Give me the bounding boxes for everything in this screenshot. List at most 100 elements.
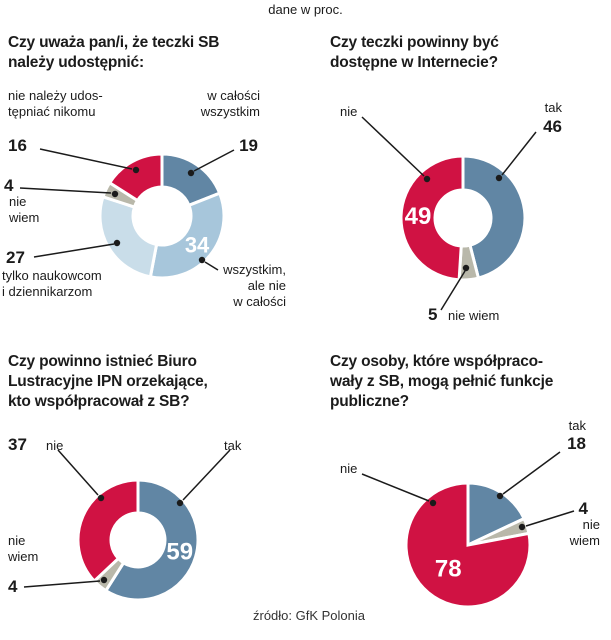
label-dontknow-1: nie wiem: [9, 194, 39, 226]
value-all-full: 19: [239, 136, 258, 155]
label-nobody: nie należy udos- tępniać nikomu: [8, 88, 103, 120]
pie-chart-2: [399, 154, 527, 282]
label-scientists-line2: i dziennikarzom: [2, 284, 93, 299]
pie-slice-tak: [103, 478, 200, 602]
label-dontknow-4-line1: nie: [582, 517, 600, 532]
label-dontknow-3: nie wiem: [8, 533, 38, 565]
label-all-full-line2: wszystkim: [200, 104, 260, 119]
leader-line-no-2: [361, 116, 425, 177]
value-no-3: 37: [8, 435, 27, 454]
question-3-line1: Czy powinno istnieć Biuro: [8, 353, 197, 370]
question-4-line3: publiczne?: [330, 393, 409, 410]
pie-slice-wszystkim-ale-nie-w-całości: [148, 191, 226, 280]
pie-slice-nie: [76, 478, 140, 584]
leader-line-scientists: [33, 243, 115, 258]
label-all-full: w całości wszystkim: [201, 88, 260, 120]
question-1-line2: należy udostępnić:: [8, 54, 144, 71]
value-dontknow-4: 4: [578, 499, 588, 518]
label-no-4: nie: [340, 461, 358, 476]
leader-dot-scientists: [113, 239, 121, 247]
question-1: Czy uważa pan/i, że teczki SB należy udo…: [8, 33, 219, 73]
leader-dot-yes-3: [176, 499, 184, 507]
leader-dot-no-3: [97, 494, 105, 502]
question-4-line2: wały z SB, mogą pełnić funkcje: [330, 373, 554, 390]
value-dontknow-3: 4: [8, 577, 18, 596]
pie-charts: [76, 152, 532, 609]
label-partial-line1: wszystkim,: [223, 262, 286, 277]
label-dontknow-4: nie wiem: [570, 517, 600, 549]
leader-line-all-full: [193, 149, 235, 172]
label-dontknow-3-line1: nie: [8, 533, 26, 548]
subtitle: dane w proc.: [268, 2, 343, 17]
pie-slice-tak: [461, 154, 527, 280]
pie-slice-nie-należy-udostępniać-nikomu: [107, 152, 164, 203]
label-dontknow-1-line2: wiem: [9, 210, 40, 225]
label-dontknow-3-line2: wiem: [8, 549, 39, 564]
question-3-line2: Lustracyjne IPN orzekające,: [8, 373, 208, 390]
leader-dot-dontknow-3: [100, 576, 108, 584]
pie-inside-values: 34 49 59 78: [166, 203, 461, 582]
pie-slice-tylko-naukowcom-i-dziennikarzom: [98, 194, 159, 279]
leader-line-partial: [204, 261, 219, 271]
label-dontknow-2: nie wiem: [448, 308, 500, 323]
label-no-3: nie: [46, 438, 64, 453]
pie-chart-4: [404, 481, 532, 609]
label-dontknow-4-line2: wiem: [569, 533, 600, 548]
pie-inside-value: 34: [185, 233, 210, 258]
leader-line-dontknow-3: [23, 580, 101, 588]
label-yes-3: tak: [224, 438, 242, 453]
question-3: Czy powinno istnieć Biuro Lustracyjne IP…: [8, 352, 208, 412]
leader-line-dontknow-4: [525, 510, 575, 527]
leader-line-yes-4: [502, 451, 561, 495]
leader-dot-dontknow-2: [462, 264, 470, 272]
leader-line-no-4: [361, 473, 430, 502]
pie-slice-nie: [399, 154, 465, 282]
question-1-line1: Czy uważa pan/i, że teczki SB: [8, 34, 220, 51]
label-partial-line3: w całości: [233, 294, 286, 309]
value-scientists: 27: [6, 248, 25, 267]
leader-line-yes-2: [501, 131, 537, 176]
leader-line-no-3: [57, 449, 99, 496]
leader-line-nobody: [39, 148, 133, 170]
leader-dot-partial: [198, 256, 206, 264]
value-nobody: 16: [8, 136, 27, 155]
label-scientists-line1: tylko naukowcom: [2, 268, 102, 283]
label-partial: wszystkim, ale nie w całości: [223, 262, 286, 310]
value-dontknow-1: 4: [4, 176, 14, 195]
question-4: Czy osoby, które współpraco- wały z SB, …: [330, 352, 553, 412]
leader-dot-no-2: [423, 175, 431, 183]
pie-chart-1: [98, 152, 226, 280]
leader-dot-yes-4: [496, 492, 504, 500]
leader-dot-all-full: [187, 169, 195, 177]
label-dontknow-1-line1: nie: [9, 194, 27, 209]
value-yes-2: 46: [543, 117, 562, 136]
value-yes-4: 18: [567, 434, 586, 453]
question-4-line1: Czy osoby, które współpraco-: [330, 353, 543, 370]
leader-line-dontknow-2: [440, 270, 466, 311]
leader-line-dontknow-1: [19, 187, 112, 194]
label-scientists: tylko naukowcom i dziennikarzom: [2, 268, 102, 300]
label-nobody-line1: nie należy udos-: [8, 88, 103, 103]
pie-inside-value: 78: [435, 555, 462, 582]
label-yes-4: tak: [568, 418, 586, 433]
leader-dot-no-4: [429, 499, 437, 507]
label-nobody-line2: tępniać nikomu: [8, 104, 96, 119]
pie-inside-value: 49: [405, 203, 432, 230]
pie-slice-nie: [404, 481, 532, 609]
leader-line-yes-3: [182, 449, 231, 501]
question-3-line3: kto współpracował z SB?: [8, 393, 190, 410]
question-2: Czy teczki powinny być dostępne w Intern…: [330, 33, 499, 73]
value-dontknow-2: 5: [428, 305, 438, 324]
source-credit: źródło: GfK Polonia: [253, 608, 366, 623]
label-yes-2: tak: [544, 100, 562, 115]
label-all-full-line1: w całości: [207, 88, 260, 103]
leader-dot-yes-2: [495, 174, 503, 182]
pie-inside-value: 59: [166, 539, 193, 566]
pie-chart-3: [76, 478, 200, 602]
question-2-line2: dostępne w Internecie?: [330, 54, 498, 71]
leader-lines: [19, 116, 575, 588]
leader-dot-dontknow-1: [111, 190, 119, 198]
leader-dot-nobody: [132, 166, 140, 174]
label-partial-line2: ale nie: [247, 278, 286, 293]
